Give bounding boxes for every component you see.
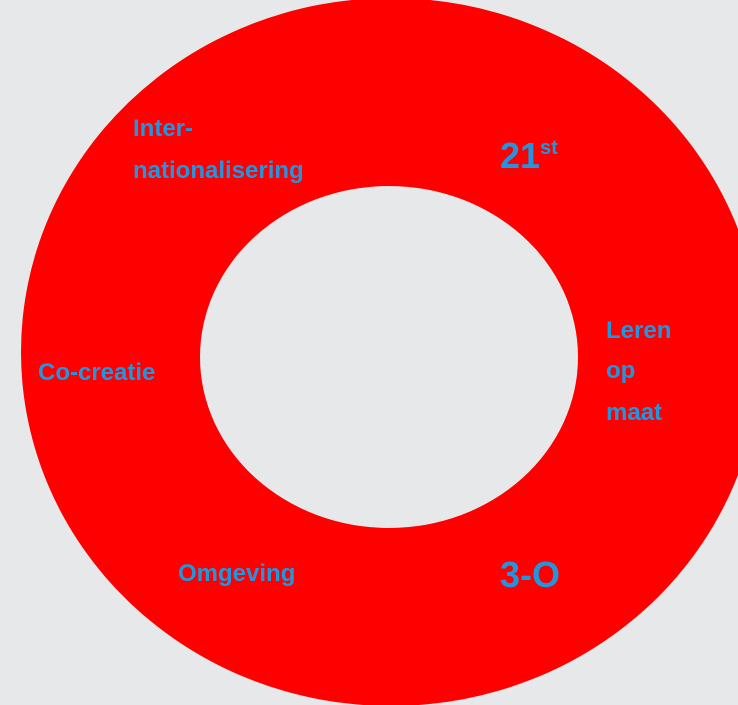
label: maat	[606, 399, 662, 426]
label: Omgeving	[178, 560, 295, 587]
label-main: 21	[500, 135, 540, 176]
label-superscript: st	[540, 137, 558, 159]
label: op	[606, 357, 635, 384]
label: Inter-	[133, 115, 193, 142]
label: Co-creatie	[38, 359, 155, 386]
label: 3-O	[500, 554, 560, 595]
label: Leren	[606, 317, 671, 344]
label: 21st	[500, 135, 558, 176]
ring	[21, 0, 738, 705]
label: nationalisering	[133, 157, 304, 184]
